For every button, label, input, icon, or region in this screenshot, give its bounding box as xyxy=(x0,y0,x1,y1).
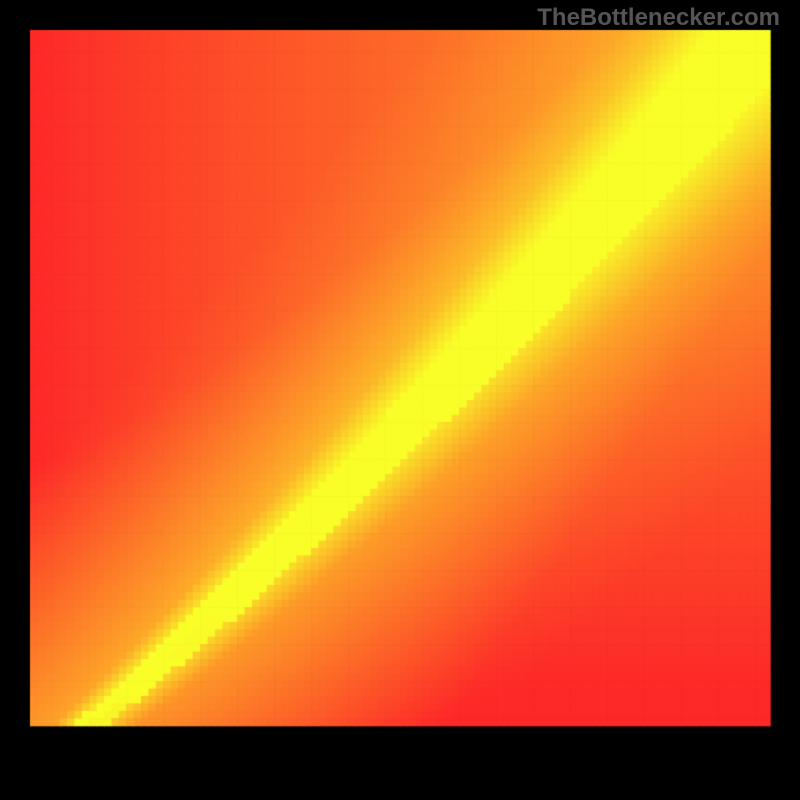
watermark-text: TheBottlenecker.com xyxy=(537,4,780,32)
bottleneck-heatmap xyxy=(0,0,800,800)
